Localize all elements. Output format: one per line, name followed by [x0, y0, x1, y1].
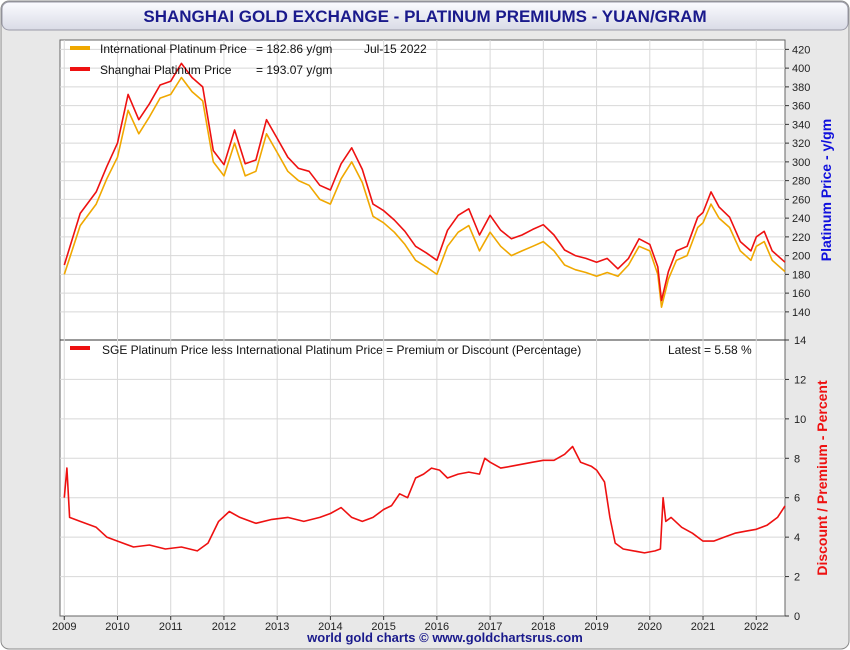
year-tick-label: 2019 — [584, 621, 608, 633]
price-axis-label: Platinum Price - y/gm — [818, 119, 834, 261]
year-tick-label: 2009 — [52, 621, 76, 633]
legend-value-shanghai: = 193.07 y/gm — [256, 63, 332, 77]
premium-tick-label: 6 — [794, 493, 800, 505]
price-tick-label: 360 — [792, 101, 810, 113]
year-tick-label: 2010 — [105, 621, 129, 633]
year-tick-label: 2018 — [531, 621, 555, 633]
price-series — [63, 62, 786, 309]
price-tick-label: 320 — [792, 138, 810, 150]
price-tick-label: 200 — [792, 251, 810, 263]
price-axis-ticks: 140 160 180 200 220 240 260 280 300 320 340 360 380 4… — [785, 44, 810, 319]
premium-axis-label: Discount / Premium - Percent — [814, 380, 830, 576]
premium-tick-label: 12 — [794, 374, 806, 386]
premium-grid — [60, 378, 785, 578]
year-tick-label: 2022 — [744, 621, 768, 633]
year-tick-label: 2014 — [318, 621, 342, 633]
legend-label-shanghai: Shanghai Platinum Price — [100, 63, 232, 77]
year-tick-label: 2020 — [638, 621, 662, 633]
premium-axis-ticks: 0 2 4 6 8 10 12 14 — [785, 335, 806, 623]
plot-area — [59, 39, 786, 617]
premium-tick-label: 14 — [794, 335, 806, 347]
price-tick-label: 180 — [792, 269, 810, 281]
price-tick-label: 340 — [792, 119, 810, 131]
price-tick-label: 220 — [792, 232, 810, 244]
year-tick-label: 2015 — [371, 621, 395, 633]
shanghai-price-line — [63, 62, 786, 302]
footer-credit: world gold charts © www.goldchartsrus.co… — [306, 630, 583, 645]
premium-series — [63, 445, 786, 554]
legend-label-international: International Platinum Price — [100, 42, 247, 56]
year-tick-label: 2012 — [212, 621, 236, 633]
year-tick-label: 2016 — [425, 621, 449, 633]
legend-label-premium: SGE Platinum Price less International Pl… — [102, 343, 581, 357]
legend-date: Jul-15 2022 — [364, 42, 427, 56]
price-tick-label: 140 — [792, 307, 810, 319]
price-tick-label: 160 — [792, 288, 810, 300]
year-tick-label: 2021 — [691, 621, 715, 633]
international-price-line — [63, 76, 786, 309]
price-tick-label: 420 — [792, 44, 810, 56]
premium-tick-label: 2 — [794, 572, 800, 584]
year-tick-label: 2011 — [159, 621, 183, 633]
premium-tick-label: 4 — [794, 532, 800, 544]
price-tick-label: 400 — [792, 63, 810, 75]
price-tick-label: 300 — [792, 157, 810, 169]
price-tick-label: 280 — [792, 176, 810, 188]
price-tick-label: 240 — [792, 213, 810, 225]
legend-latest-premium: Latest = 5.58 % — [668, 343, 752, 357]
premium-legend: SGE Platinum Price less International Pl… — [70, 343, 752, 357]
premium-tick-label: 8 — [794, 453, 800, 465]
year-tick-label: 2017 — [478, 621, 502, 633]
price-grid — [60, 40, 785, 616]
price-tick-label: 380 — [792, 82, 810, 94]
price-tick-label: 260 — [792, 194, 810, 206]
price-legend: International Platinum Price = 182.86 y/… — [70, 42, 427, 77]
chart-title: SHANGHAI GOLD EXCHANGE - PLATINUM PREMIU… — [143, 7, 706, 26]
premium-tick-label: 0 — [794, 611, 800, 623]
legend-value-international: = 182.86 y/gm — [256, 42, 332, 56]
premium-tick-label: 10 — [794, 414, 806, 426]
year-axis-ticks: 2009 2010 2011 2012 2013 2014 2015 2016 2017 2018… — [52, 616, 768, 633]
year-tick-label: 2013 — [265, 621, 289, 633]
title-bar — [1, 1, 849, 31]
premium-line — [63, 445, 786, 554]
